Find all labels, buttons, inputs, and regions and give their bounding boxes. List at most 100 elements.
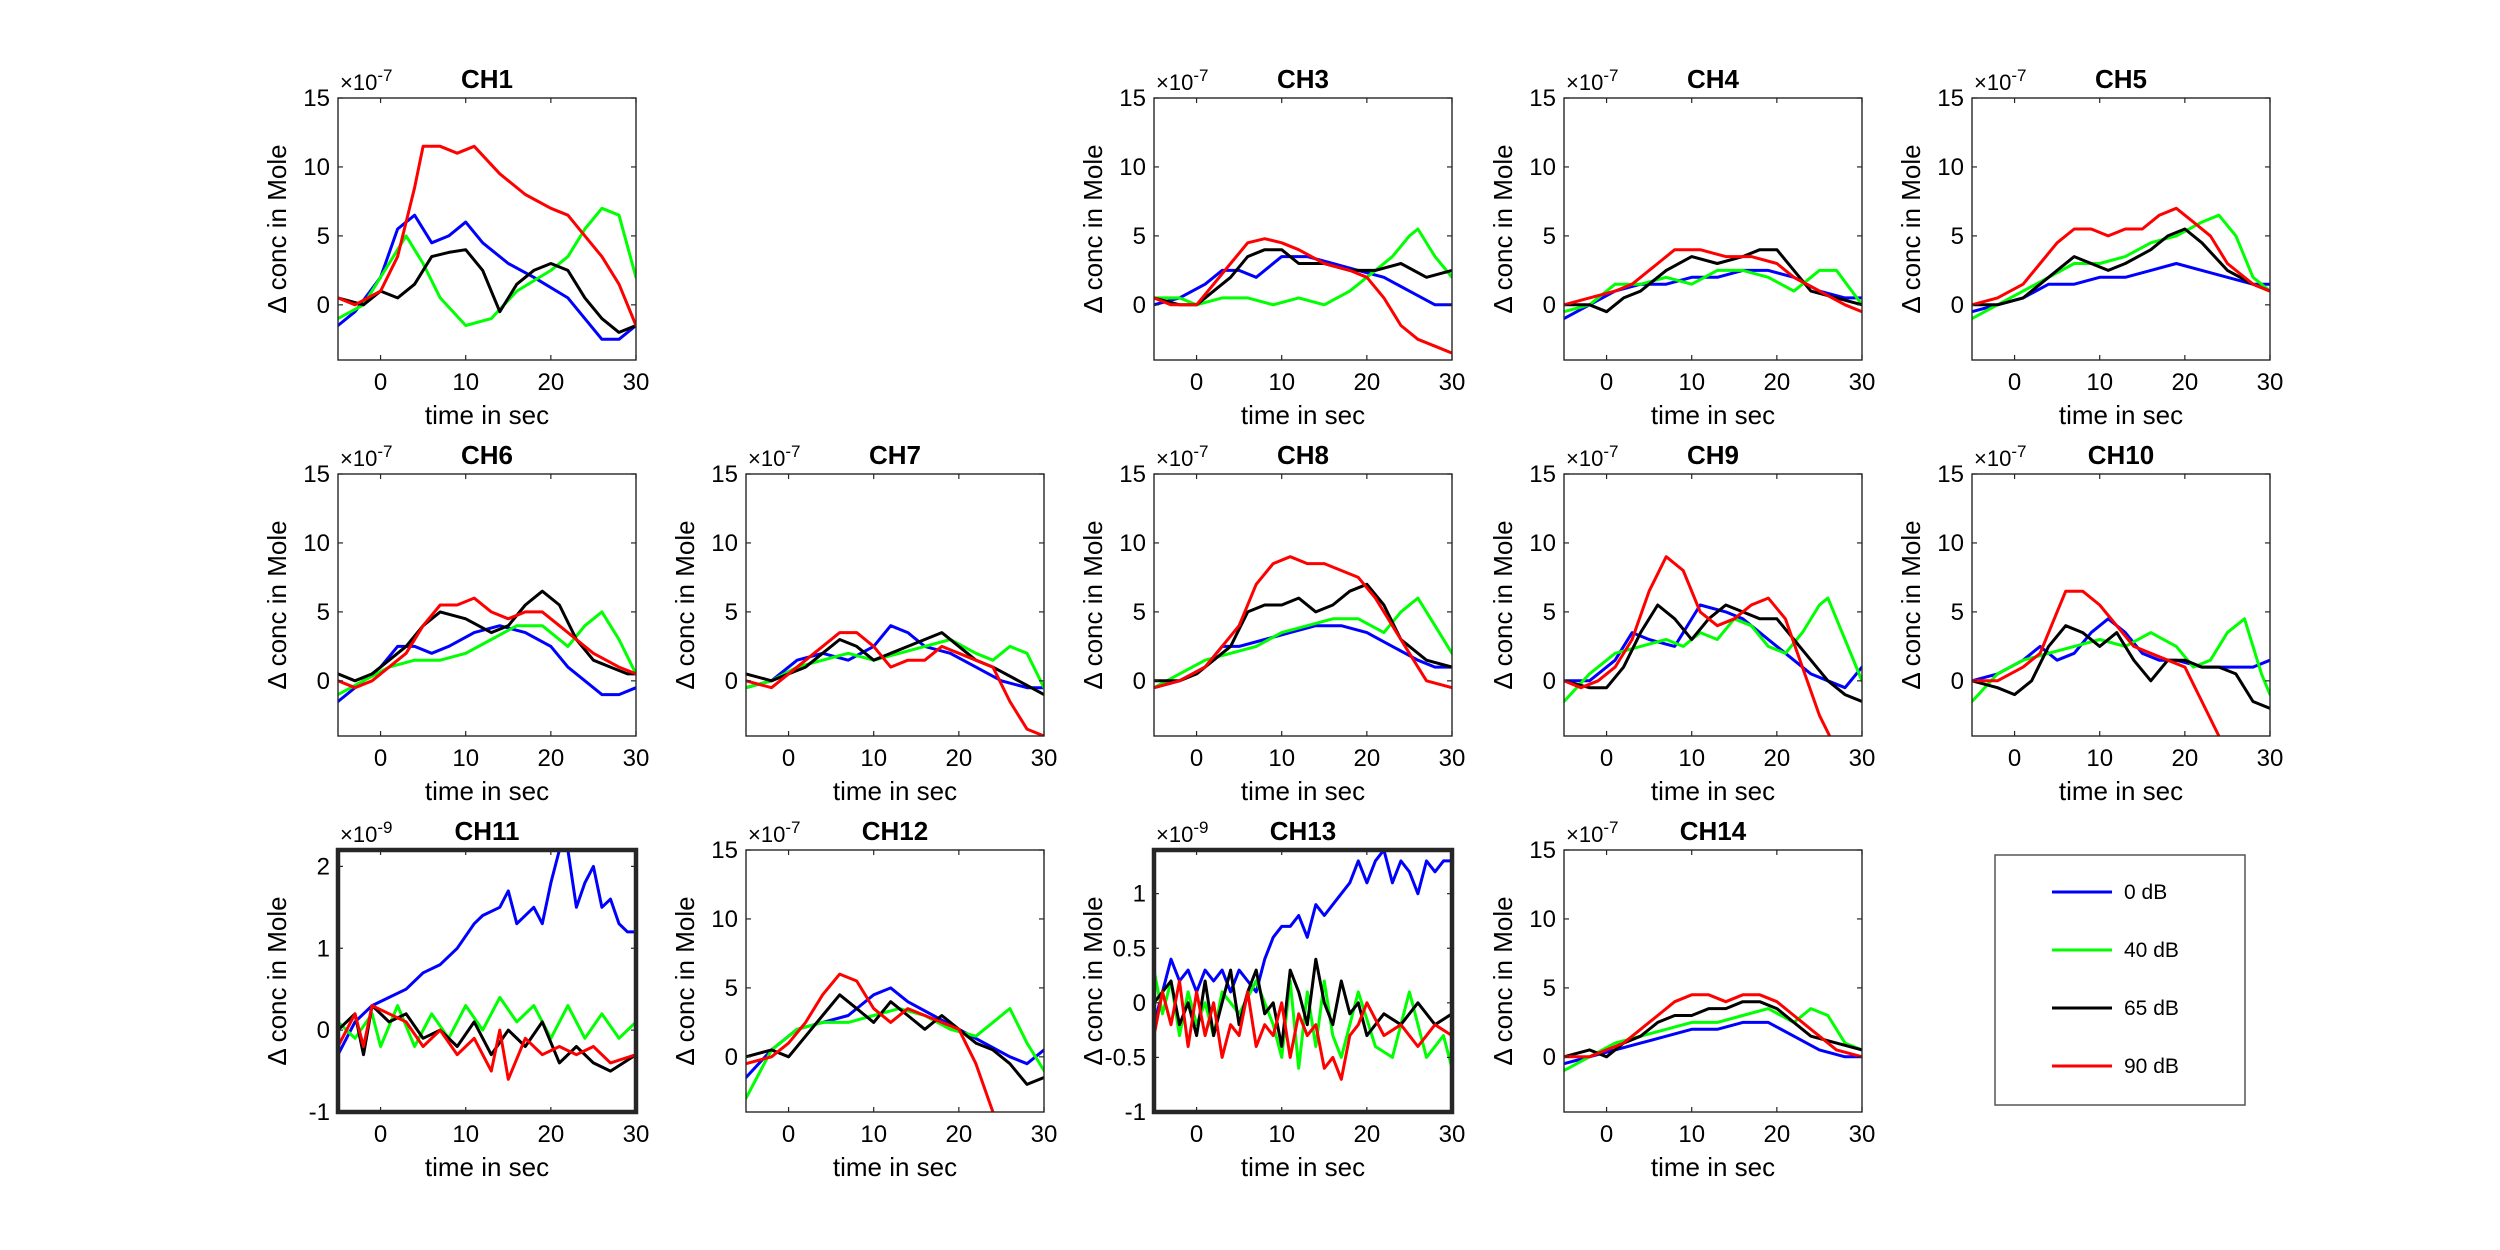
- x-tick-label: 20: [1764, 369, 1791, 396]
- exponent-base: ×10: [1156, 70, 1193, 95]
- x-tick-label: 20: [2172, 369, 2199, 396]
- plot-area: [1154, 850, 1452, 1112]
- x-axis-label: time in sec: [1651, 1152, 1775, 1182]
- y-axis-label: Δ conc in Mole: [670, 520, 700, 689]
- y-tick-label: 10: [711, 530, 738, 557]
- plot-area: [1564, 474, 1862, 736]
- exponent-power: -7: [1193, 66, 1208, 85]
- y-tick-label: 10: [1937, 154, 1964, 181]
- x-tick-label: 0: [1190, 1121, 1203, 1148]
- series-line-90-db: [746, 972, 995, 1112]
- x-tick-label: 20: [538, 745, 565, 772]
- exponent-label: ×10-7: [1566, 818, 1618, 847]
- x-axis-label: time in sec: [1241, 400, 1365, 430]
- axes-frame: [1153, 97, 1453, 361]
- x-tick-label: 10: [2086, 369, 2113, 396]
- x-tick-label: 10: [1268, 1121, 1295, 1148]
- y-tick-label: 5: [1543, 599, 1556, 626]
- exponent-power: -7: [785, 442, 800, 461]
- x-tick-label: 30: [1849, 369, 1876, 396]
- series-line-90-db: [1564, 248, 1862, 314]
- y-tick-label: 15: [1529, 461, 1556, 488]
- axes-frame: [1563, 473, 1863, 737]
- series-line-90-db: [1154, 979, 1452, 1081]
- x-tick-label: 10: [1268, 369, 1295, 396]
- series-line-90-db: [1154, 555, 1452, 690]
- x-tick-label: 0: [1600, 369, 1613, 396]
- x-tick-label: 0: [1600, 1121, 1613, 1148]
- panel-title: CH10: [2088, 440, 2154, 470]
- x-tick-label: 20: [1354, 369, 1381, 396]
- series-line-90-db: [338, 1004, 636, 1081]
- series-line-65-db: [338, 248, 636, 334]
- x-axis-label: time in sec: [425, 776, 549, 806]
- y-tick-label: 15: [303, 461, 330, 488]
- y-tick-label: 15: [711, 837, 738, 864]
- panel-title: CH5: [2095, 64, 2147, 94]
- x-tick-label: 10: [2086, 745, 2113, 772]
- x-tick-label: 10: [1678, 369, 1705, 396]
- y-tick-label: 0: [1543, 668, 1556, 695]
- exponent-label: ×10-7: [1566, 66, 1618, 95]
- y-tick-label: 5: [317, 599, 330, 626]
- exponent-label: ×10-7: [748, 818, 800, 847]
- series-line-40-db: [746, 638, 1044, 690]
- y-tick-label: 15: [1529, 85, 1556, 112]
- panel-ch10: 0 10 20 30 0 5 10 15 CH10 ×10-7 time in sec Δ conc …: [1896, 440, 2283, 806]
- panel-ch13: 0 10 20 30 -1 -0.5 0 0.5 1 CH13 ×10-9 time in sec Δ …: [1078, 816, 1465, 1182]
- x-tick-label: 0: [1190, 745, 1203, 772]
- x-tick-label: 30: [2257, 369, 2284, 396]
- legend-label-65-db: 65 dB: [2124, 997, 2179, 1020]
- plot-area: [1154, 474, 1452, 736]
- x-tick-label: 20: [1764, 745, 1791, 772]
- axes-frame: [1563, 849, 1863, 1113]
- y-axis-label: Δ conc in Mole: [670, 896, 700, 1065]
- panel-ch6: 0 10 20 30 0 5 10 15 CH6 ×10-7 time in sec Δ conc i…: [262, 440, 649, 806]
- y-tick-label: 5: [1543, 223, 1556, 250]
- series-line-65-db: [746, 993, 1044, 1086]
- y-axis-label: Δ conc in Mole: [1078, 144, 1108, 313]
- series-line-90-db: [1972, 206, 2270, 307]
- exponent-base: ×10: [340, 446, 377, 471]
- series-line-40-db: [338, 206, 636, 327]
- exponent-base: ×10: [1156, 822, 1193, 847]
- panel-title: CH1: [461, 64, 513, 94]
- y-tick-label: -1: [309, 1099, 330, 1126]
- series-line-40-db: [1154, 227, 1452, 307]
- axes-frame: [1153, 473, 1453, 737]
- y-axis-label: Δ conc in Mole: [1488, 896, 1518, 1065]
- exponent-power: -7: [785, 818, 800, 837]
- x-tick-label: 30: [623, 369, 650, 396]
- y-tick-label: 10: [303, 154, 330, 181]
- exponent-label: ×10-7: [1974, 442, 2026, 471]
- panel-title: CH3: [1277, 64, 1329, 94]
- exponent-power: -7: [2011, 66, 2026, 85]
- exponent-label: ×10-7: [340, 442, 392, 471]
- plot-area: [746, 850, 1044, 1112]
- series-line-65-db: [1972, 624, 2270, 710]
- x-tick-label: 0: [374, 1121, 387, 1148]
- x-tick-label: 0: [374, 369, 387, 396]
- exponent-power: -9: [377, 818, 392, 837]
- exponent-label: ×10-7: [1974, 66, 2026, 95]
- x-axis-label: time in sec: [833, 776, 957, 806]
- series-line-0-db: [1154, 255, 1452, 307]
- y-tick-label: 10: [1529, 906, 1556, 933]
- y-tick-label: 5: [725, 975, 738, 1002]
- x-axis-label: time in sec: [1241, 1152, 1365, 1182]
- y-tick-label: 10: [711, 906, 738, 933]
- x-tick-label: 0: [2008, 745, 2021, 772]
- exponent-base: ×10: [340, 822, 377, 847]
- panel-title: CH13: [1270, 816, 1336, 846]
- series-line-40-db: [338, 995, 636, 1048]
- axes-frame: [1971, 97, 2271, 361]
- y-tick-label: 15: [1119, 461, 1146, 488]
- x-tick-label: 30: [1849, 745, 1876, 772]
- y-tick-label: 15: [303, 85, 330, 112]
- y-axis-label: Δ conc in Mole: [262, 896, 292, 1065]
- x-tick-label: 30: [1439, 369, 1466, 396]
- y-tick-label: 5: [1543, 975, 1556, 1002]
- y-tick-label: 0: [317, 1017, 330, 1044]
- series-line-40-db: [1972, 213, 2270, 321]
